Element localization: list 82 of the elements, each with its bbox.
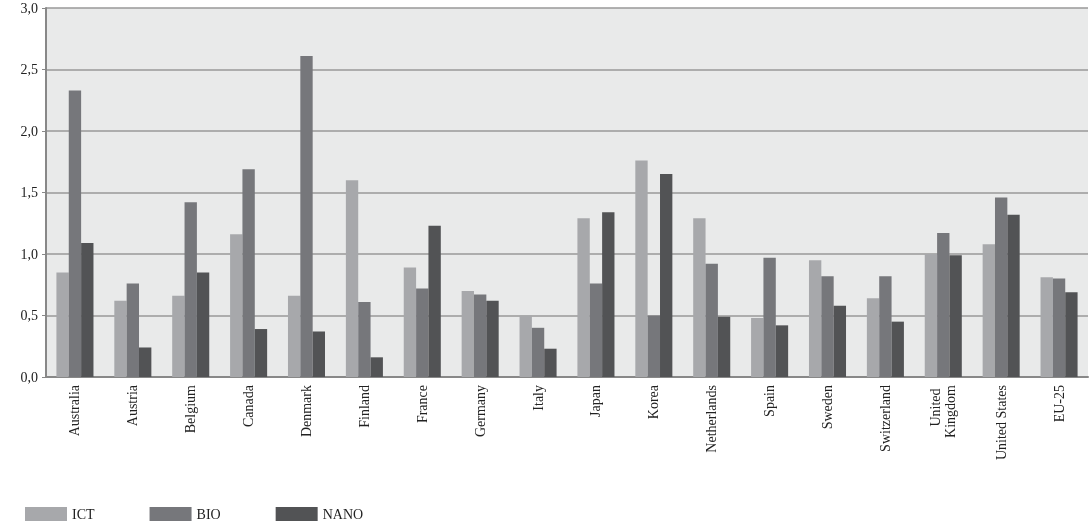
x-tick-label: Korea	[646, 384, 662, 420]
bar	[635, 160, 648, 377]
bar	[751, 317, 764, 377]
bar	[81, 242, 94, 377]
bar	[300, 55, 313, 377]
bar	[287, 295, 301, 377]
bar	[949, 255, 962, 377]
bar	[1065, 292, 1078, 377]
x-tick-label: France	[414, 385, 430, 424]
y-tick-label: 1,0	[20, 246, 38, 262]
x-tick-label: Australia	[67, 384, 83, 437]
bar	[114, 300, 127, 377]
x-tick-label: Italy	[530, 385, 546, 411]
bar	[68, 90, 82, 377]
bar	[866, 298, 880, 377]
bar	[230, 234, 243, 377]
bar	[833, 305, 847, 377]
bar	[126, 283, 140, 377]
y-tick-label: 2,5	[20, 62, 38, 77]
bar	[589, 283, 603, 377]
bar	[1040, 277, 1053, 377]
bar	[660, 174, 673, 377]
x-tick-label: EU-25	[1051, 385, 1067, 423]
bar	[486, 300, 499, 377]
legend-label: ICT	[72, 506, 95, 522]
bar	[519, 315, 532, 377]
x-tick-label: Netherlands	[704, 385, 720, 453]
x-tick-label: Spain	[762, 385, 778, 417]
bar	[994, 197, 1008, 377]
x-tick-label: Sweden	[820, 385, 835, 430]
bar	[358, 301, 371, 377]
bar	[717, 316, 731, 377]
bar	[184, 202, 197, 377]
bar	[242, 169, 255, 377]
bar	[345, 180, 359, 377]
bar	[982, 244, 995, 377]
y-tick-label: 0,0	[20, 369, 38, 385]
x-tick-label: Belgium	[183, 384, 199, 434]
bar	[602, 212, 615, 377]
x-tick-label: United Kingdom	[928, 384, 959, 438]
bar	[577, 218, 590, 377]
x-tick-label: United States	[993, 385, 1009, 461]
y-tick-label: 1,5	[20, 185, 38, 200]
legend-label: BIO	[196, 506, 221, 522]
bar	[879, 276, 892, 377]
bar	[544, 348, 557, 377]
x-tick-label: Austria	[125, 384, 141, 427]
bar	[139, 347, 152, 377]
bar	[775, 325, 789, 377]
bar	[808, 260, 822, 377]
bar	[312, 331, 326, 377]
bar	[693, 218, 706, 377]
bar	[821, 276, 834, 377]
x-tick-label: Canada	[241, 384, 257, 427]
bar	[891, 321, 904, 377]
bar	[531, 327, 545, 377]
y-tick-label: 3,0	[20, 0, 38, 16]
y-tick-label: 0,5	[20, 308, 38, 323]
bar	[1052, 278, 1066, 377]
bar	[705, 263, 718, 377]
x-tick-label: Switzerland	[877, 385, 893, 452]
bar	[763, 257, 776, 377]
bar	[473, 294, 487, 377]
y-tick-label: 2,0	[20, 123, 38, 139]
bar	[254, 329, 268, 377]
x-tick-label: Finland	[356, 385, 372, 428]
bar	[370, 357, 383, 377]
bar	[172, 295, 185, 377]
x-tick-label: Denmark	[299, 385, 314, 438]
x-tick-label: Germany	[472, 385, 488, 438]
bar	[647, 315, 661, 377]
bar	[403, 267, 417, 377]
bar	[1007, 214, 1020, 377]
bar	[196, 272, 210, 377]
bar	[461, 290, 474, 377]
bar	[937, 233, 950, 377]
legend-label: NANO	[322, 506, 364, 522]
bar	[428, 225, 441, 377]
bar	[56, 272, 69, 377]
bar	[416, 288, 429, 377]
bar	[924, 254, 938, 377]
x-tick-label: Japan	[588, 385, 604, 417]
